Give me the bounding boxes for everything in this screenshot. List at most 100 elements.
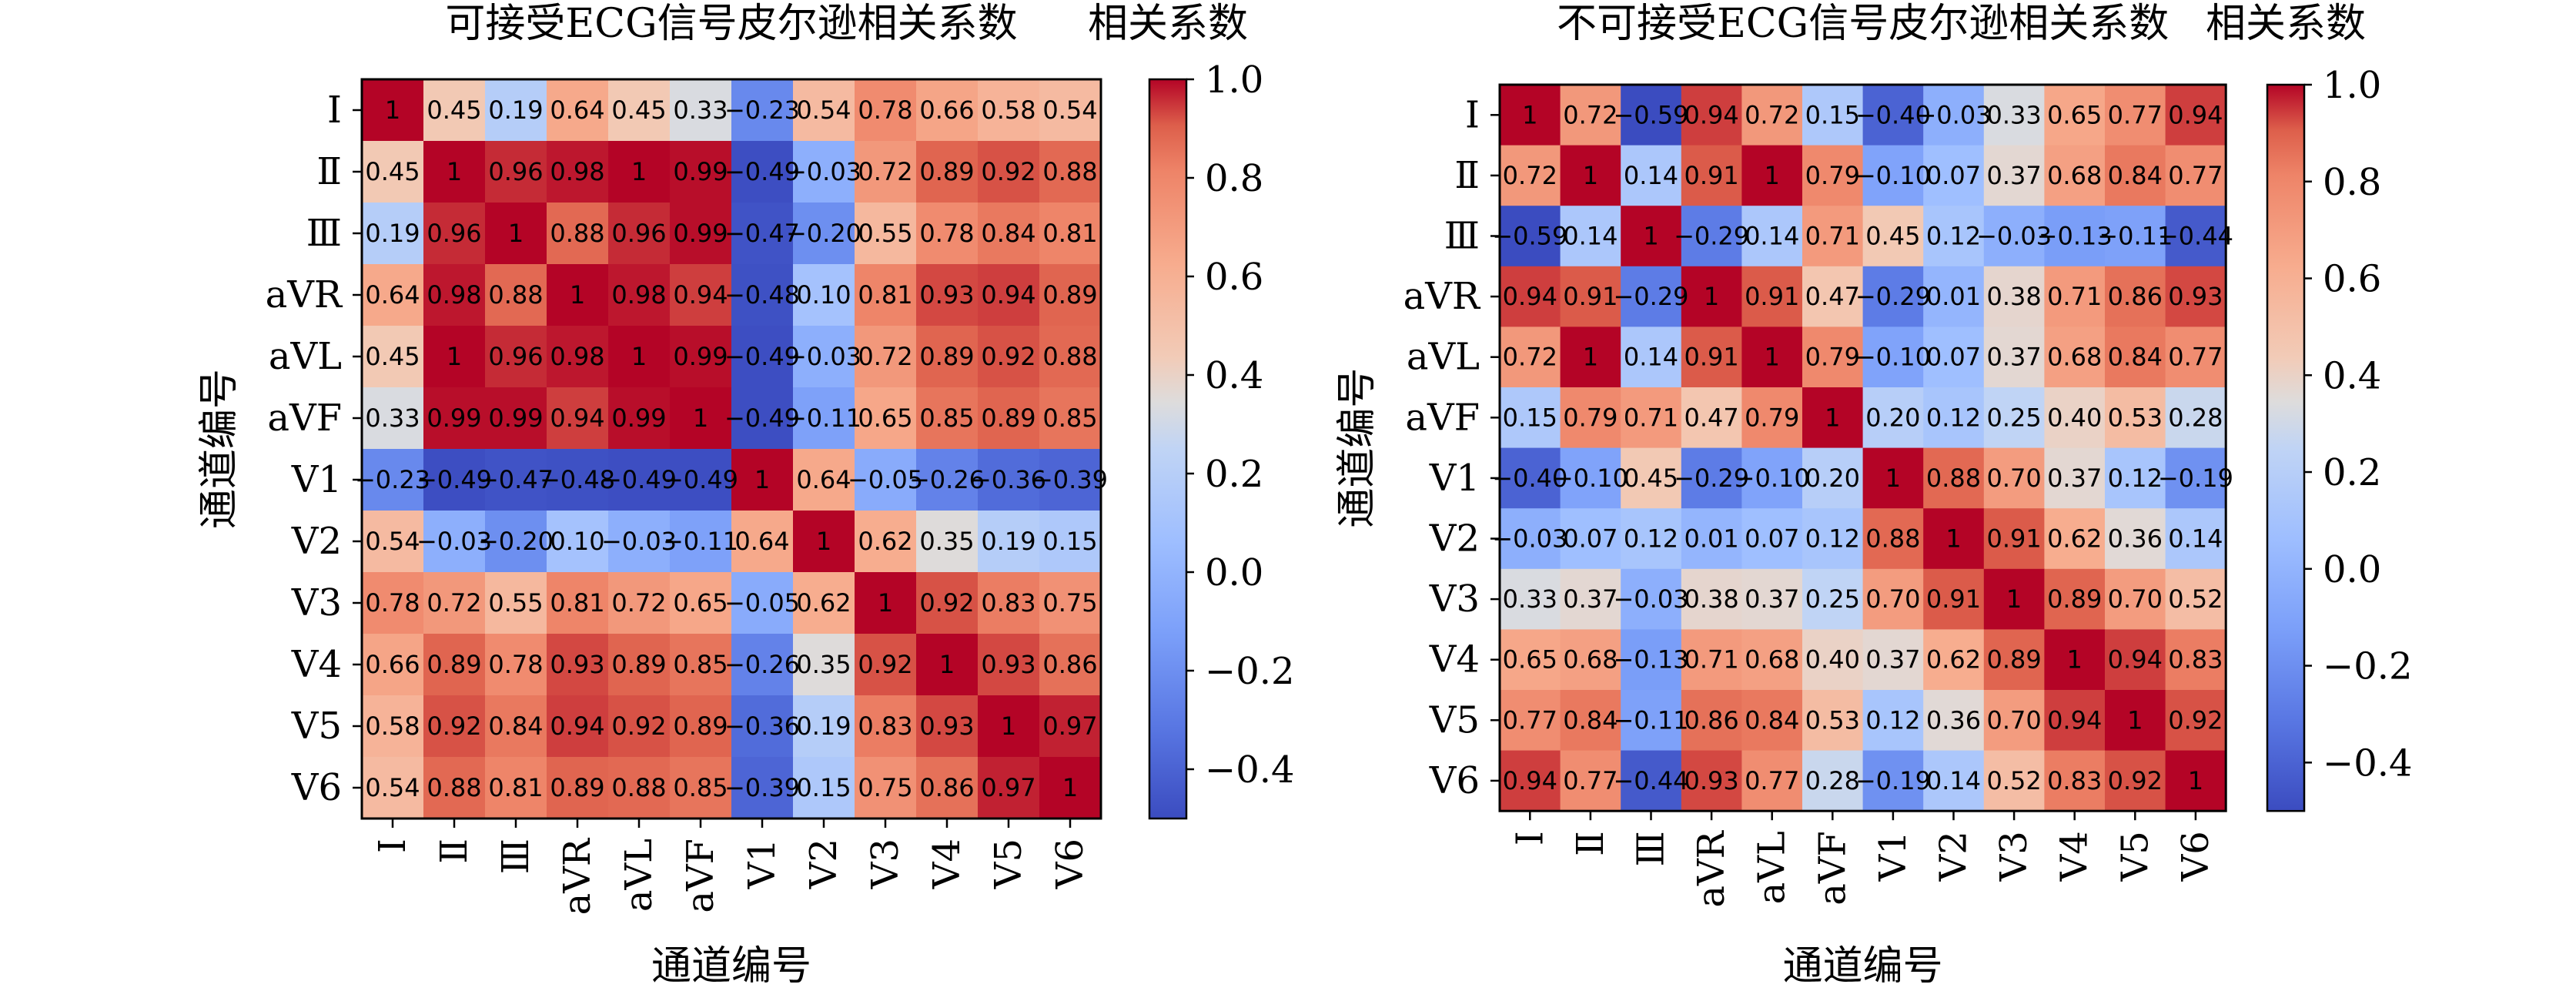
heatmap-cell xyxy=(1983,387,2045,449)
cell-value-label: 0.92 xyxy=(611,711,666,741)
x-tick-label: V4 xyxy=(925,839,969,889)
heatmap-cell xyxy=(978,203,1040,265)
heatmap-cell xyxy=(1621,145,1682,206)
cell-value-label: −0.13 xyxy=(2037,222,2113,251)
heatmap-cell xyxy=(1923,568,1985,630)
cell-value-label: 0.45 xyxy=(365,157,420,186)
heatmap-cell xyxy=(916,511,979,573)
heatmap-cell xyxy=(362,695,424,758)
cell-value-label: 0.71 xyxy=(1624,403,1678,432)
heatmap-cell xyxy=(1500,690,1561,752)
cell-value-label: 0.01 xyxy=(1684,524,1738,554)
cell-value-label: 0.55 xyxy=(858,219,912,248)
y-tick-label: V5 xyxy=(291,705,342,748)
heatmap-cell xyxy=(2044,447,2106,509)
cell-value-label: 0.89 xyxy=(427,650,481,679)
x-tick-label: Ⅲ xyxy=(494,839,537,874)
cell-value-label: 0.65 xyxy=(2047,100,2102,129)
cell-value-label: −0.49 xyxy=(663,465,738,494)
heatmap-cell xyxy=(423,264,486,326)
cell-value-label: 0.83 xyxy=(981,588,1035,618)
cell-value-label: 0.83 xyxy=(2168,645,2223,675)
y-tick-label: Ⅰ xyxy=(327,89,342,132)
cell-value-label: 0.55 xyxy=(488,588,543,618)
cell-value-label: 0.71 xyxy=(1805,222,1860,251)
heatmap-cell xyxy=(1039,387,1102,450)
heatmap-cell xyxy=(855,387,917,450)
cell-value-label: 0.19 xyxy=(981,527,1035,556)
cell-value-label: 0.68 xyxy=(1563,645,1618,675)
heatmap-cell xyxy=(1039,326,1102,388)
cell-value-label: 1 xyxy=(385,95,400,125)
x-tick-label: V2 xyxy=(802,839,845,889)
heatmap-cell xyxy=(670,634,732,696)
cell-value-label: 0.15 xyxy=(796,773,851,802)
heatmap-cell xyxy=(978,141,1040,203)
chart-title: 不可接受ECG信号皮尔逊相关系数 xyxy=(1557,1,2169,47)
heatmap-cell xyxy=(2165,387,2226,449)
heatmap-cell xyxy=(731,449,794,511)
heatmap-cell xyxy=(916,757,979,819)
heatmap-cell xyxy=(362,572,424,634)
cell-value-label: 1 xyxy=(1522,100,1537,129)
heatmap-cell xyxy=(916,203,979,265)
cell-value-label: 0.64 xyxy=(796,465,851,494)
cell-value-label: 0.94 xyxy=(2168,100,2223,129)
cell-value-label: 0.94 xyxy=(1684,100,1738,129)
cell-value-label: 0.88 xyxy=(1865,524,1920,554)
heatmap-cell xyxy=(2165,206,2226,267)
cell-value-label: 1 xyxy=(570,280,585,310)
heatmap-cell xyxy=(1681,629,1742,691)
cell-value-label: 0.70 xyxy=(1986,464,2041,493)
cell-value-label: 0.14 xyxy=(2168,524,2223,554)
cell-value-label: 0.98 xyxy=(550,342,604,371)
heatmap-cell xyxy=(1560,568,1621,630)
heatmap-cell xyxy=(1560,750,1621,812)
heatmap-cell xyxy=(1923,508,1985,570)
cell-value-label: 0.85 xyxy=(1042,403,1097,433)
heatmap-cell xyxy=(1621,750,1682,812)
cell-value-label: −0.49 xyxy=(601,465,677,494)
heatmap-cell xyxy=(608,326,671,388)
heatmap-cell xyxy=(978,634,1040,696)
heatmap-cell xyxy=(2044,629,2106,691)
y-tick-label: V2 xyxy=(1429,517,1480,561)
cell-value-label: 1 xyxy=(878,588,893,618)
heatmap-cell xyxy=(2165,690,2226,752)
heatmap-cell xyxy=(1741,85,1803,146)
heatmap-cell xyxy=(423,634,486,696)
cell-value-label: 0.92 xyxy=(2168,705,2223,735)
cell-value-label: 1 xyxy=(2188,766,2203,795)
cell-value-label: 1 xyxy=(1583,161,1598,190)
heatmap-cell xyxy=(793,141,855,203)
heatmap-cell xyxy=(731,141,794,203)
cell-value-label: 0.33 xyxy=(1503,584,1557,614)
heatmap-cell xyxy=(547,757,609,819)
heatmap-cell xyxy=(1983,690,2045,752)
cell-value-label: 0.86 xyxy=(919,773,974,802)
cell-value-label: 0.77 xyxy=(2168,161,2223,190)
y-tick-label: aVL xyxy=(1407,336,1480,379)
heatmap-cell xyxy=(670,203,732,265)
cell-value-label: 0.53 xyxy=(1805,705,1860,735)
cell-value-label: 0.72 xyxy=(1503,161,1557,190)
heatmap-cell xyxy=(2165,750,2226,812)
cell-value-label: 0.77 xyxy=(1563,766,1618,795)
heatmap-cell xyxy=(423,203,486,265)
cell-value-label: 0.96 xyxy=(488,342,543,371)
cell-value-label: 0.38 xyxy=(1986,282,2041,311)
x-tick-label: V6 xyxy=(2174,831,2217,882)
heatmap-cell xyxy=(1621,266,1682,327)
cell-value-label: 0.25 xyxy=(1805,584,1860,614)
cell-value-label: 0.94 xyxy=(2047,705,2102,735)
heatmap-cell xyxy=(1500,85,1561,146)
colorbar-tick-label: 1.0 xyxy=(1205,59,1263,102)
cell-value-label: 0.12 xyxy=(1926,403,1981,432)
cell-value-label: 0.19 xyxy=(365,219,420,248)
cell-value-label: 0.89 xyxy=(673,711,728,741)
cell-value-label: 0.47 xyxy=(1684,403,1738,432)
x-tick-label: Ⅰ xyxy=(1508,831,1551,845)
cell-value-label: 0.94 xyxy=(1503,282,1557,311)
heatmap-cell xyxy=(1560,85,1621,146)
cell-value-label: −0.20 xyxy=(478,527,554,556)
